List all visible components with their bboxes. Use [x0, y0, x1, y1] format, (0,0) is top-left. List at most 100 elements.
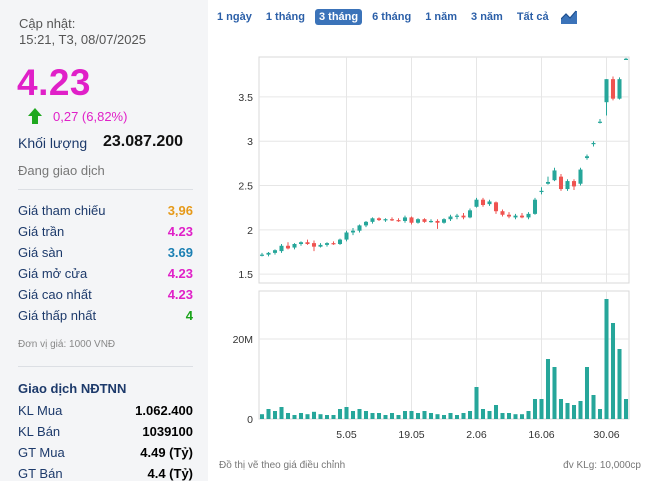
foreign-row-buy-volume: KL Mua 1.062.400 [18, 403, 193, 418]
row-label: Giá sàn [18, 245, 63, 260]
candle-body [487, 201, 492, 205]
candle-body [506, 214, 512, 217]
volume-bar [285, 413, 291, 419]
row-value: 1.062.400 [135, 403, 193, 418]
tab-3-months[interactable]: 3 tháng [314, 9, 363, 25]
volume-bar [461, 413, 466, 419]
price-row-reference: Giá tham chiếu 3,96 [18, 203, 193, 218]
row-value: 3,96 [167, 203, 193, 218]
candle-body [610, 79, 616, 99]
row-value: 4.23 [167, 224, 193, 239]
volume-bar [357, 409, 362, 419]
candle-body [344, 232, 349, 240]
volume-bar [506, 413, 512, 419]
range-tabs: 1 ngày 1 tháng 3 tháng 6 tháng 1 năm 3 n… [213, 9, 577, 25]
candle-body [552, 170, 557, 181]
price-row-ceiling: Giá trần 4.23 [18, 224, 193, 239]
foreign-row-sell-value: GT Bán 4.4 (Tỷ) [18, 466, 193, 481]
chart-icon[interactable] [560, 10, 577, 24]
candle-body [285, 245, 291, 249]
candle-body [565, 181, 570, 190]
candle-body [604, 79, 609, 103]
candle-body [545, 181, 551, 184]
up-arrow-icon [28, 108, 42, 124]
tab-1-day[interactable]: 1 ngày [217, 11, 252, 23]
tab-1-month[interactable]: 1 tháng [265, 11, 305, 23]
volume-bar [428, 413, 434, 419]
volume-bar [623, 399, 629, 419]
candle-body [513, 215, 518, 218]
candle-body [597, 121, 603, 123]
candle-body [292, 244, 297, 248]
x-tick-label: 2.06 [466, 429, 487, 441]
tab-1-year[interactable]: 1 năm [425, 11, 458, 23]
price-tick-label: 1.5 [238, 269, 253, 281]
row-value: 4.23 [167, 266, 193, 281]
volume-bar [292, 415, 297, 419]
row-label: GT Bán [18, 466, 63, 481]
volume-bar [480, 409, 486, 419]
row-label: Giá tham chiếu [18, 203, 106, 218]
candle-body [448, 216, 453, 220]
row-label: Giá mở cửa [18, 266, 88, 281]
price-tick-label: 3 [247, 136, 253, 148]
volume-bar [493, 405, 499, 419]
x-tick-label: 30.06 [593, 429, 619, 441]
volume-tick-label: 20M [233, 334, 253, 346]
updated-label: Cập nhật: [19, 16, 76, 31]
candle-body [311, 243, 317, 247]
candle-body [532, 199, 538, 214]
foreign-row-buy-value: GT Mua 4.49 (Tỷ) [18, 445, 193, 460]
volume-value: 23.087.200 [103, 133, 184, 150]
volume-bar [584, 367, 590, 419]
volume-bar [545, 359, 551, 419]
price-change-value: 0,27 (6,82%) [53, 108, 128, 124]
candle-body [383, 219, 388, 221]
row-value: 4.4 (Tỷ) [147, 466, 193, 481]
candle-body [415, 219, 421, 223]
volume-bar [409, 411, 414, 419]
row-value: 4 [185, 308, 193, 323]
volume-bar [487, 411, 492, 419]
volume-bar [454, 415, 460, 419]
tab-all[interactable]: Tất cả [516, 11, 549, 23]
candle-body [454, 215, 460, 217]
candle-body [480, 199, 486, 206]
volume-bar [565, 403, 570, 419]
x-tick-label: 19.05 [398, 429, 424, 441]
volume-unit-note: đv KLg: 10,000cp [563, 460, 641, 471]
volume-bar [578, 401, 583, 419]
volume-bar [435, 414, 440, 419]
tab-3-years[interactable]: 3 năm [471, 11, 503, 23]
volume-bar [350, 411, 356, 419]
candle-body [337, 239, 343, 245]
tab-6-months[interactable]: 6 tháng [372, 11, 412, 23]
volume-bar [396, 415, 401, 419]
row-value: 3.69 [167, 245, 193, 260]
current-price: 4.23 [17, 62, 92, 103]
volume-bar [526, 411, 531, 419]
volume-bar [266, 409, 271, 419]
volume-bar [519, 414, 525, 419]
chart-footnote: Đồ thị vẽ theo giá điều chỉnh [219, 460, 346, 471]
candle-body [357, 225, 362, 231]
candle-body [474, 199, 479, 207]
volume-bar [376, 413, 382, 419]
volume-bar [474, 387, 479, 419]
candle-body [350, 230, 356, 233]
volume-bar [558, 399, 564, 419]
price-tick-label: 2.5 [238, 181, 253, 193]
row-value: 4.23 [167, 287, 193, 302]
candle-body [370, 218, 375, 222]
volume-bar [604, 299, 609, 419]
row-label: Giá trần [18, 224, 65, 239]
candle-body [422, 219, 427, 222]
candle-body [279, 245, 284, 252]
divider [18, 366, 193, 367]
candle-body [363, 221, 369, 226]
volume-panel-frame [258, 290, 630, 420]
candle-body [396, 220, 401, 222]
candle-body [305, 242, 310, 245]
candle-body [402, 217, 408, 221]
